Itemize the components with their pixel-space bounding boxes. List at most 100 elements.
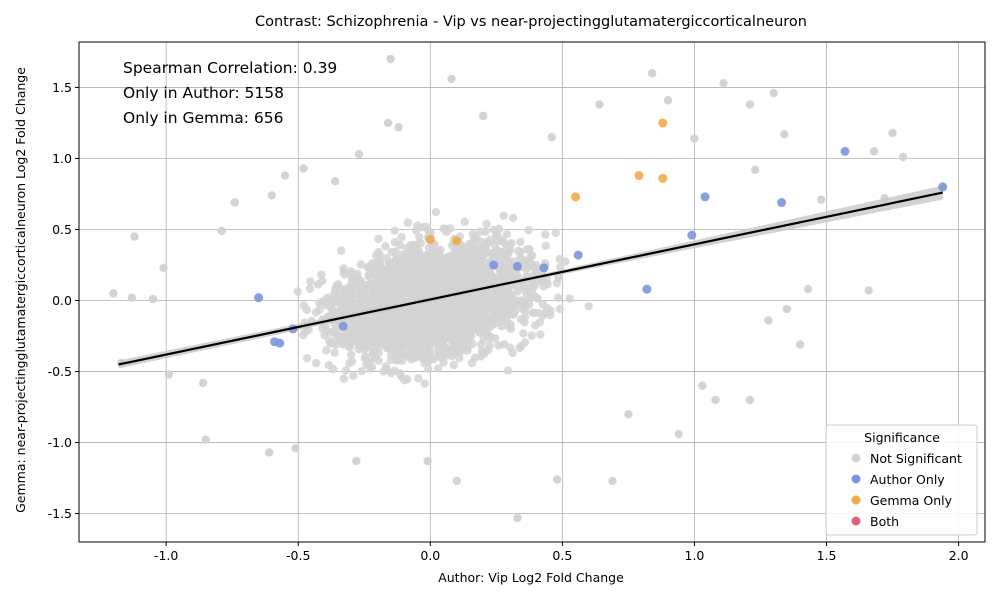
not-significant-point xyxy=(554,273,563,282)
not-significant-point xyxy=(322,346,331,355)
not-significant-point xyxy=(318,276,327,286)
y-tick-label: 1.5 xyxy=(52,80,72,95)
not-significant-point xyxy=(551,228,560,237)
not-significant-point xyxy=(434,364,443,373)
not-significant-point xyxy=(384,320,394,330)
not-significant-point xyxy=(330,348,339,357)
not-significant-point xyxy=(463,319,473,328)
not-significant-point xyxy=(470,314,480,323)
not-significant-point xyxy=(782,304,792,314)
not-significant-point xyxy=(561,257,570,266)
not-significant-point xyxy=(346,350,356,359)
not-significant-point xyxy=(345,342,354,352)
not-significant-point xyxy=(352,456,361,466)
not-significant-point xyxy=(360,289,369,299)
not-significant-point xyxy=(455,309,465,318)
not-significant-point xyxy=(552,475,562,484)
not-significant-point xyxy=(536,330,545,339)
x-tick-label: 0.5 xyxy=(552,548,572,563)
not-significant-points xyxy=(109,54,908,523)
author-only-point xyxy=(338,321,348,331)
not-significant-point xyxy=(459,341,469,350)
not-significant-point xyxy=(385,291,394,300)
not-significant-point xyxy=(363,263,373,272)
not-significant-point xyxy=(481,273,491,282)
not-significant-point xyxy=(399,341,408,350)
not-significant-point xyxy=(451,336,461,345)
x-tick-label: -0.5 xyxy=(286,548,310,563)
not-significant-point xyxy=(674,429,683,439)
not-significant-point xyxy=(393,268,402,277)
not-significant-point xyxy=(362,299,371,308)
not-significant-point xyxy=(394,123,403,132)
legend-title: Significance xyxy=(864,430,940,445)
not-significant-point xyxy=(302,305,311,315)
author-only-point xyxy=(687,230,697,240)
not-significant-point xyxy=(351,273,360,283)
not-significant-point xyxy=(482,219,491,229)
not-significant-point xyxy=(369,286,379,295)
not-significant-point xyxy=(449,360,458,370)
gemma-only-point xyxy=(658,118,668,128)
not-significant-point xyxy=(438,316,447,326)
not-significant-point xyxy=(352,299,362,308)
annotation-gemma-only: Only in Gemma: 656 xyxy=(123,109,283,127)
not-significant-point xyxy=(343,331,352,341)
not-significant-point xyxy=(486,332,495,341)
not-significant-point xyxy=(480,311,490,320)
not-significant-point xyxy=(337,246,346,255)
not-significant-point xyxy=(527,331,536,340)
fit-line xyxy=(118,191,943,366)
not-significant-point xyxy=(346,267,355,276)
gemma-only-point xyxy=(452,236,462,246)
not-significant-point xyxy=(354,150,364,159)
not-significant-point xyxy=(386,54,395,64)
x-tick-label: 1.5 xyxy=(817,548,837,563)
not-significant-point xyxy=(425,253,434,262)
not-significant-point xyxy=(312,358,321,368)
not-significant-point xyxy=(439,224,448,233)
not-significant-point xyxy=(406,329,415,338)
x-tick-label: 2.0 xyxy=(949,548,969,563)
not-significant-point xyxy=(299,164,308,173)
not-significant-point xyxy=(414,374,423,383)
not-significant-point xyxy=(367,363,377,372)
not-significant-point xyxy=(462,254,471,263)
y-axis-label: Gemma: near-projectingglutamatergiccorti… xyxy=(13,67,28,513)
not-significant-point xyxy=(326,339,335,348)
not-significant-point xyxy=(201,435,210,444)
not-significant-point xyxy=(264,448,274,457)
y-tick-label: -1.0 xyxy=(48,435,72,450)
not-significant-point xyxy=(501,274,510,283)
not-significant-point xyxy=(397,232,406,242)
not-significant-point xyxy=(698,381,707,390)
author-only-point xyxy=(938,182,948,192)
not-significant-point xyxy=(475,227,485,236)
not-significant-point xyxy=(368,349,377,359)
not-significant-point xyxy=(444,258,454,268)
not-significant-point xyxy=(411,353,420,362)
not-significant-point xyxy=(524,245,533,254)
not-significant-point xyxy=(380,265,389,275)
not-significant-point xyxy=(556,263,565,272)
y-tick-label: -0.5 xyxy=(48,364,72,379)
legend-marker-gemma-only xyxy=(851,495,861,505)
not-significant-point xyxy=(504,247,513,256)
legend-box xyxy=(825,424,978,536)
legend-label-author-only: Author Only xyxy=(870,472,945,487)
not-significant-point xyxy=(198,378,208,388)
not-significant-point xyxy=(509,213,518,222)
not-significant-point xyxy=(546,306,555,315)
x-tick-label: 0.0 xyxy=(420,548,440,563)
not-significant-point xyxy=(397,356,407,365)
not-significant-point xyxy=(374,356,383,365)
gemma-only-point xyxy=(571,192,581,202)
not-significant-point xyxy=(159,263,168,273)
not-significant-point xyxy=(529,308,538,318)
not-significant-point xyxy=(353,337,362,347)
not-significant-point xyxy=(347,357,357,366)
y-tick-label: 0.5 xyxy=(52,222,72,237)
not-significant-point xyxy=(482,263,491,272)
not-significant-point xyxy=(383,365,392,374)
not-significant-point xyxy=(449,264,458,274)
